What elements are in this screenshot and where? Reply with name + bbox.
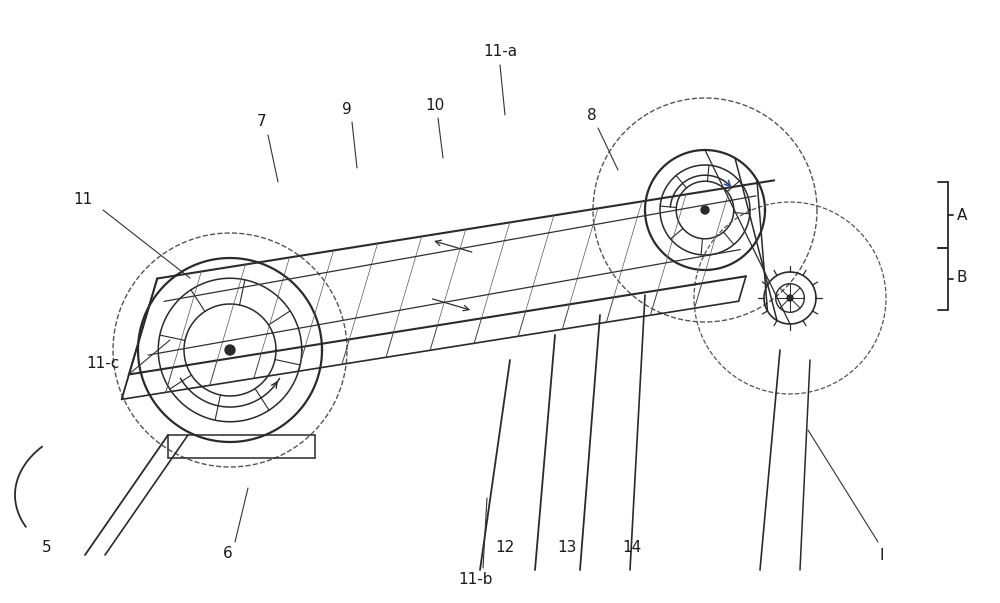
Text: 12: 12 (495, 540, 515, 555)
Text: 5: 5 (42, 540, 52, 555)
Text: 10: 10 (425, 98, 445, 113)
Text: 11-c: 11-c (86, 356, 120, 370)
Text: 13: 13 (557, 540, 577, 555)
Circle shape (787, 295, 793, 301)
Text: A: A (957, 207, 967, 223)
Text: 11-a: 11-a (483, 45, 517, 60)
Circle shape (701, 206, 709, 214)
Circle shape (225, 345, 235, 355)
Text: 8: 8 (587, 109, 597, 124)
Text: I: I (880, 548, 884, 563)
Text: 6: 6 (223, 546, 233, 561)
Text: 11: 11 (73, 192, 93, 207)
Text: B: B (957, 271, 967, 285)
Text: 11-b: 11-b (459, 572, 493, 587)
Text: 7: 7 (257, 115, 267, 130)
Text: 9: 9 (342, 103, 352, 118)
Text: 14: 14 (622, 540, 642, 555)
